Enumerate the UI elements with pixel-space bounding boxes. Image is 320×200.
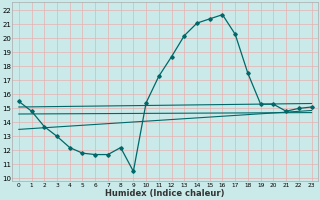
X-axis label: Humidex (Indice chaleur): Humidex (Indice chaleur) xyxy=(106,189,225,198)
